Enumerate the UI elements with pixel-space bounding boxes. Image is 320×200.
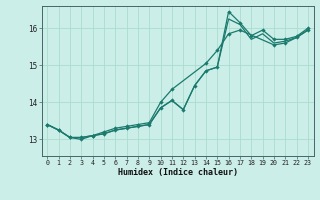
X-axis label: Humidex (Indice chaleur): Humidex (Indice chaleur) <box>118 168 237 177</box>
